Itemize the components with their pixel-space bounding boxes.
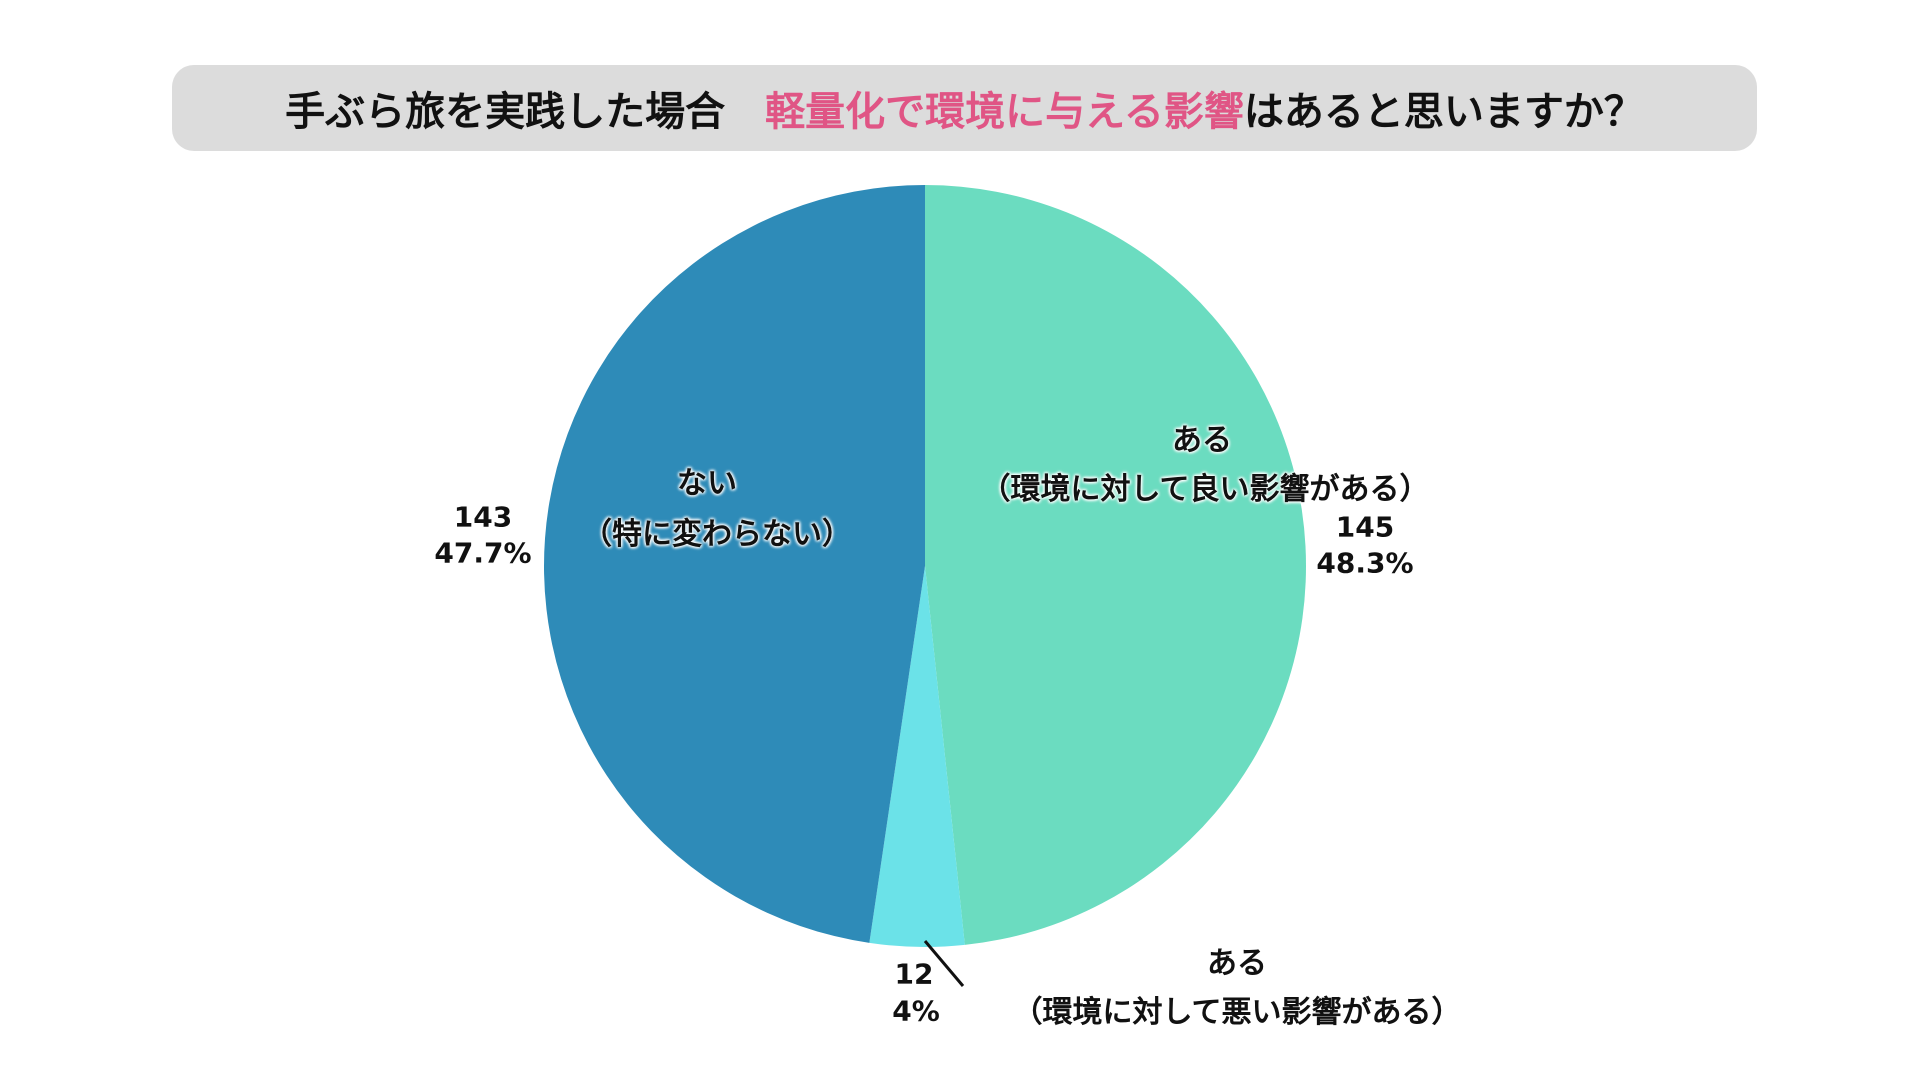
pie-slice-good: [925, 185, 1306, 945]
slice-none-sub: （特に変わらない）: [582, 517, 852, 552]
slice-good-name: ある: [1172, 423, 1232, 458]
slice-bad-sub: （環境に対して悪い影響がある）: [1012, 995, 1462, 1030]
slice-bad-name: ある: [1207, 946, 1267, 981]
slice-good-percent: 48.3%: [1316, 546, 1414, 580]
slice-bad-percent: 4%: [892, 994, 940, 1028]
slice-good-sub: （環境に対して良い影響がある）: [980, 472, 1430, 507]
slice-bad-value: 12: [894, 957, 934, 991]
slice-none-value: 143: [453, 500, 513, 534]
title-part-1: 手ぶら旅を実践した場合: [285, 89, 766, 135]
slice-none-name: ない: [677, 466, 737, 501]
chart-title: 手ぶら旅を実践した場合 軽量化で環境に与える影響 はあると思いますか？: [172, 65, 1757, 151]
slice-good-value: 145: [1335, 510, 1395, 544]
pie-slice-none: [544, 185, 925, 943]
pie-slice-bad: [869, 566, 965, 947]
slice-none-percent: 47.7%: [434, 536, 532, 570]
title-part-3: はあると思いますか？: [1243, 89, 1644, 135]
title-highlight: 軽量化で環境に与える影響: [765, 89, 1244, 135]
leader-line: [923, 940, 965, 987]
